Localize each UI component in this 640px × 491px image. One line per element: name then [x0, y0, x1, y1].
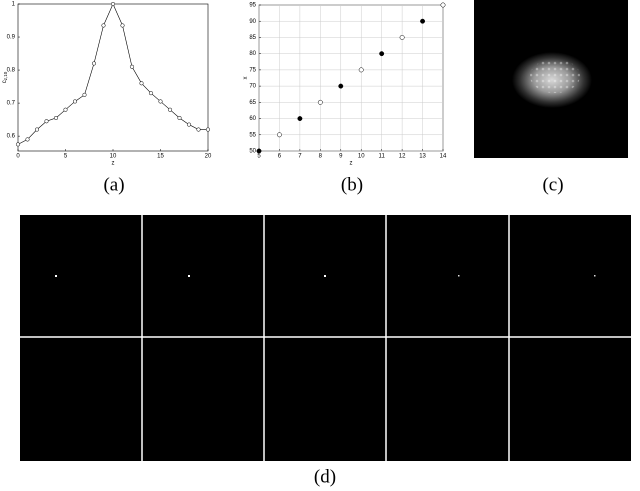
marker: [72, 99, 78, 104]
y-tick-label: 0.7: [7, 101, 16, 107]
panel-label: (d): [314, 466, 336, 487]
y-tick-label: 70: [249, 84, 256, 90]
marker: [177, 115, 182, 121]
marker: [148, 91, 154, 96]
y-axis-label-sub: z,10: [3, 71, 8, 80]
y-tick-label: 85: [249, 35, 256, 41]
plot-frame: [17, 3, 209, 152]
x-tick-label: 0: [16, 154, 20, 160]
y-tick-label: 0.9: [7, 35, 16, 41]
x-tick-label: 5: [64, 154, 68, 160]
marker: [82, 92, 87, 97]
y-tick-label: 55: [249, 132, 256, 138]
marker: [158, 99, 163, 104]
marker: [63, 107, 68, 112]
point: [256, 148, 262, 154]
point: [379, 51, 385, 57]
marker: [167, 107, 173, 112]
y-tick-label: 65: [249, 100, 256, 106]
x-tick-label: 5: [257, 154, 261, 160]
plot-frame: [258, 4, 444, 152]
point: [338, 83, 344, 89]
x-tick-label: 11: [379, 154, 386, 160]
x-tick-label: 6: [278, 154, 282, 160]
marker: [91, 61, 97, 66]
y-tick-label: 75: [249, 67, 256, 73]
x-tick-label: 15: [157, 154, 164, 160]
point: [420, 18, 426, 24]
spot: [188, 275, 190, 277]
marker: [44, 119, 49, 124]
point: [358, 67, 364, 73]
grid-bg: [20, 215, 631, 461]
spot: [324, 275, 326, 277]
panel-label: (b): [341, 174, 363, 195]
y-axis-label: cz,10: [2, 71, 9, 83]
marker: [196, 127, 201, 132]
y-tick-label: 0.6: [7, 134, 16, 140]
x-tick-label: 10: [358, 154, 365, 160]
y-axis-label: x: [243, 77, 249, 80]
marker: [15, 142, 21, 147]
point: [440, 2, 446, 8]
y-axis-label-main: c: [2, 80, 8, 83]
y-tick-label: 0.8: [7, 68, 16, 74]
marker: [120, 23, 125, 28]
x-tick-label: 14: [440, 154, 447, 160]
point: [276, 132, 282, 138]
blob-texture: [530, 59, 580, 93]
y-tick-label: 1: [12, 2, 16, 8]
x-axis-label: z: [350, 161, 353, 167]
y-tick-label: 80: [249, 51, 256, 57]
point: [297, 116, 303, 122]
x-tick-label: 12: [399, 154, 406, 160]
point: [399, 34, 405, 40]
x-tick-label: 20: [205, 154, 212, 160]
marker: [34, 127, 40, 132]
spot: [458, 275, 460, 277]
marker: [101, 23, 106, 28]
x-tick-label: 9: [339, 154, 343, 160]
y-tick-label: 90: [249, 19, 256, 25]
image-grid: [20, 215, 631, 461]
y-tick-label: 50: [249, 149, 256, 155]
marker: [110, 1, 116, 7]
panel-label: (c): [542, 174, 563, 195]
x-tick-label: 13: [419, 154, 426, 160]
panel-label: (a): [103, 174, 124, 195]
spot: [594, 275, 596, 277]
y-tick-label: 95: [249, 3, 256, 9]
marker: [205, 127, 211, 132]
point: [317, 99, 323, 105]
y-axis-label-main: x: [243, 77, 249, 80]
spot: [55, 275, 57, 277]
x-axis-label: z: [112, 161, 115, 167]
marker: [129, 64, 135, 69]
x-tick-label: 8: [319, 154, 323, 160]
marker: [53, 115, 59, 121]
marker: [139, 81, 144, 86]
y-tick-label: 60: [249, 116, 256, 122]
marker: [25, 137, 30, 142]
marker: [186, 122, 192, 127]
x-tick-label: 10: [110, 154, 117, 160]
x-tick-label: 7: [298, 154, 302, 160]
